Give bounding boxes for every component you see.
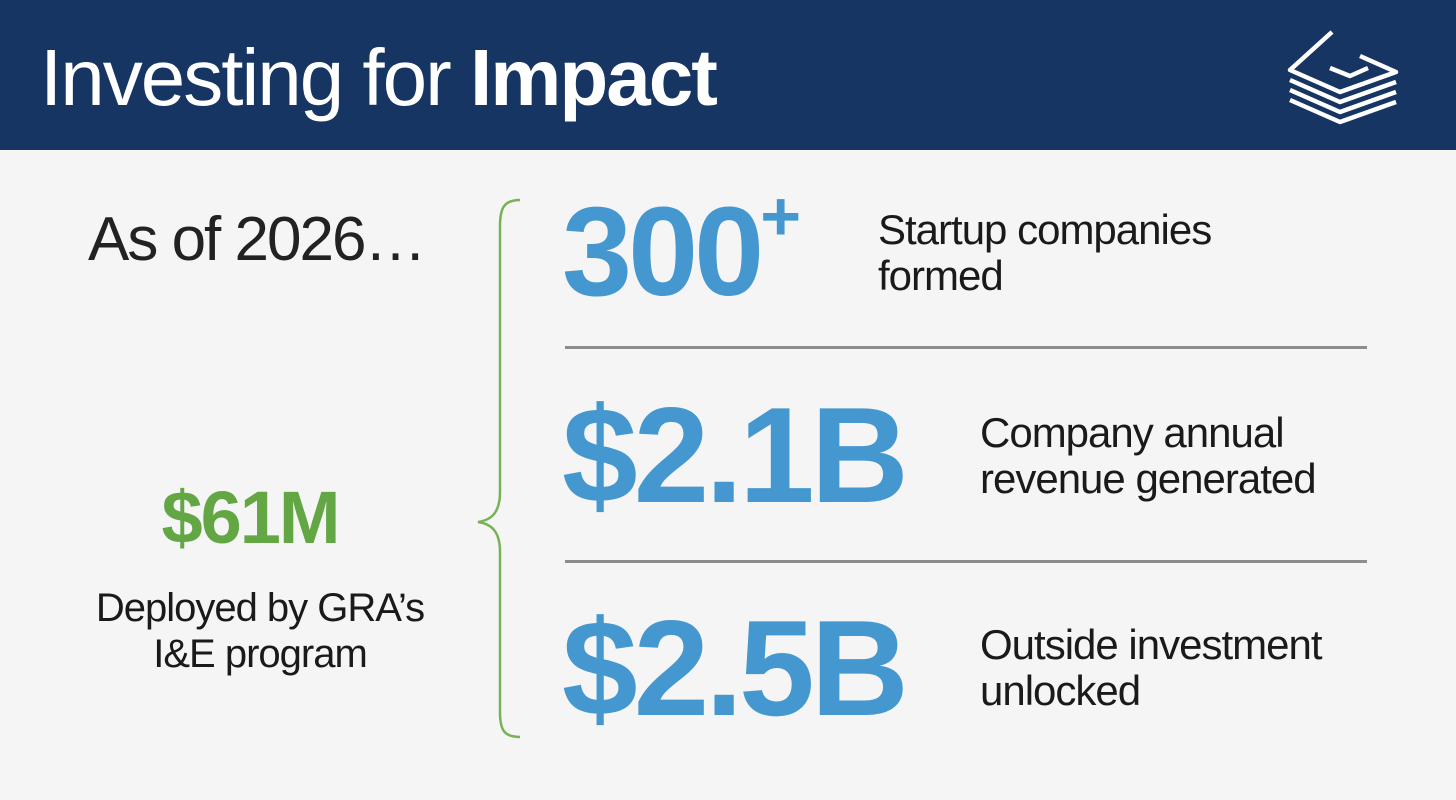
stat-investment-line-1: Outside investment <box>980 621 1323 668</box>
stacked-layers-logo-icon <box>1287 30 1399 125</box>
title-light: Investing for <box>40 33 452 122</box>
stat-investment-value: $2.5B <box>562 592 909 744</box>
stat-revenue-description: Company annual revenue generated <box>980 409 1317 502</box>
stat-revenue-line-1: Company annual <box>980 409 1285 456</box>
stat-startups-description: Startup companies formed <box>878 206 1212 299</box>
as-of-label: As of 2026… <box>88 205 426 274</box>
stat-startups-plus: + <box>760 177 802 255</box>
curly-brace <box>477 198 521 739</box>
stat-revenue-line-2: revenue generated <box>980 455 1317 502</box>
stat-investment-line-2: unlocked <box>980 667 1141 714</box>
header-banner: Investing for Impact <box>0 0 1456 150</box>
page-title: Investing for Impact <box>40 28 718 128</box>
description-line-2: I&E program <box>153 632 368 676</box>
total-deployed-description: Deployed by GRA’s I&E program <box>40 585 480 677</box>
divider-1 <box>565 346 1367 349</box>
stat-startups-line-2: formed <box>878 252 1004 299</box>
description-line-1: Deployed by GRA’s <box>95 586 425 630</box>
stat-startups-value: 300+ <box>562 181 801 315</box>
divider-2 <box>565 560 1367 563</box>
stat-investment-description: Outside investment unlocked <box>980 621 1323 714</box>
stat-startups-number: 300 <box>562 181 764 322</box>
title-bold: Impact <box>470 33 718 122</box>
stat-revenue-value: $2.1B <box>562 379 909 531</box>
total-deployed-amount: $61M <box>161 476 340 559</box>
stat-startups-line-1: Startup companies <box>878 206 1212 253</box>
